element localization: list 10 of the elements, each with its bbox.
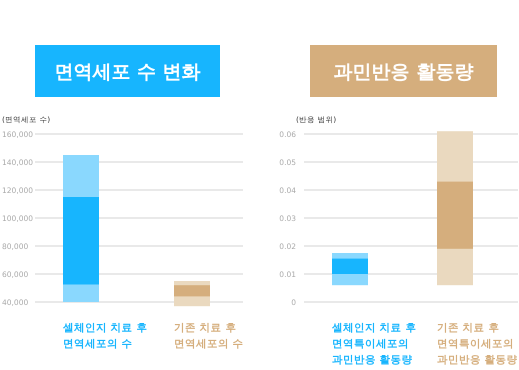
x-tick-label: 기존 치료 후 면역특이세포의 과민반응 활동량 bbox=[437, 322, 518, 366]
bar bbox=[332, 258, 368, 274]
x-tick-label: 셀체인지 치료 후 면역특이세포의 과민반응 활동량 bbox=[331, 322, 416, 366]
x-tick-label: 기존 치료 후 면역세포의 수 bbox=[174, 322, 244, 350]
bar bbox=[437, 182, 473, 249]
chart-title: 면역세포 수 변화 bbox=[54, 61, 201, 83]
x-tick-label: 셀체인지 치료 후 면역세포의 수 bbox=[62, 322, 148, 350]
bar bbox=[174, 285, 210, 296]
bar bbox=[63, 197, 99, 284]
chart-title: 과민반응 활동량 bbox=[334, 61, 474, 83]
